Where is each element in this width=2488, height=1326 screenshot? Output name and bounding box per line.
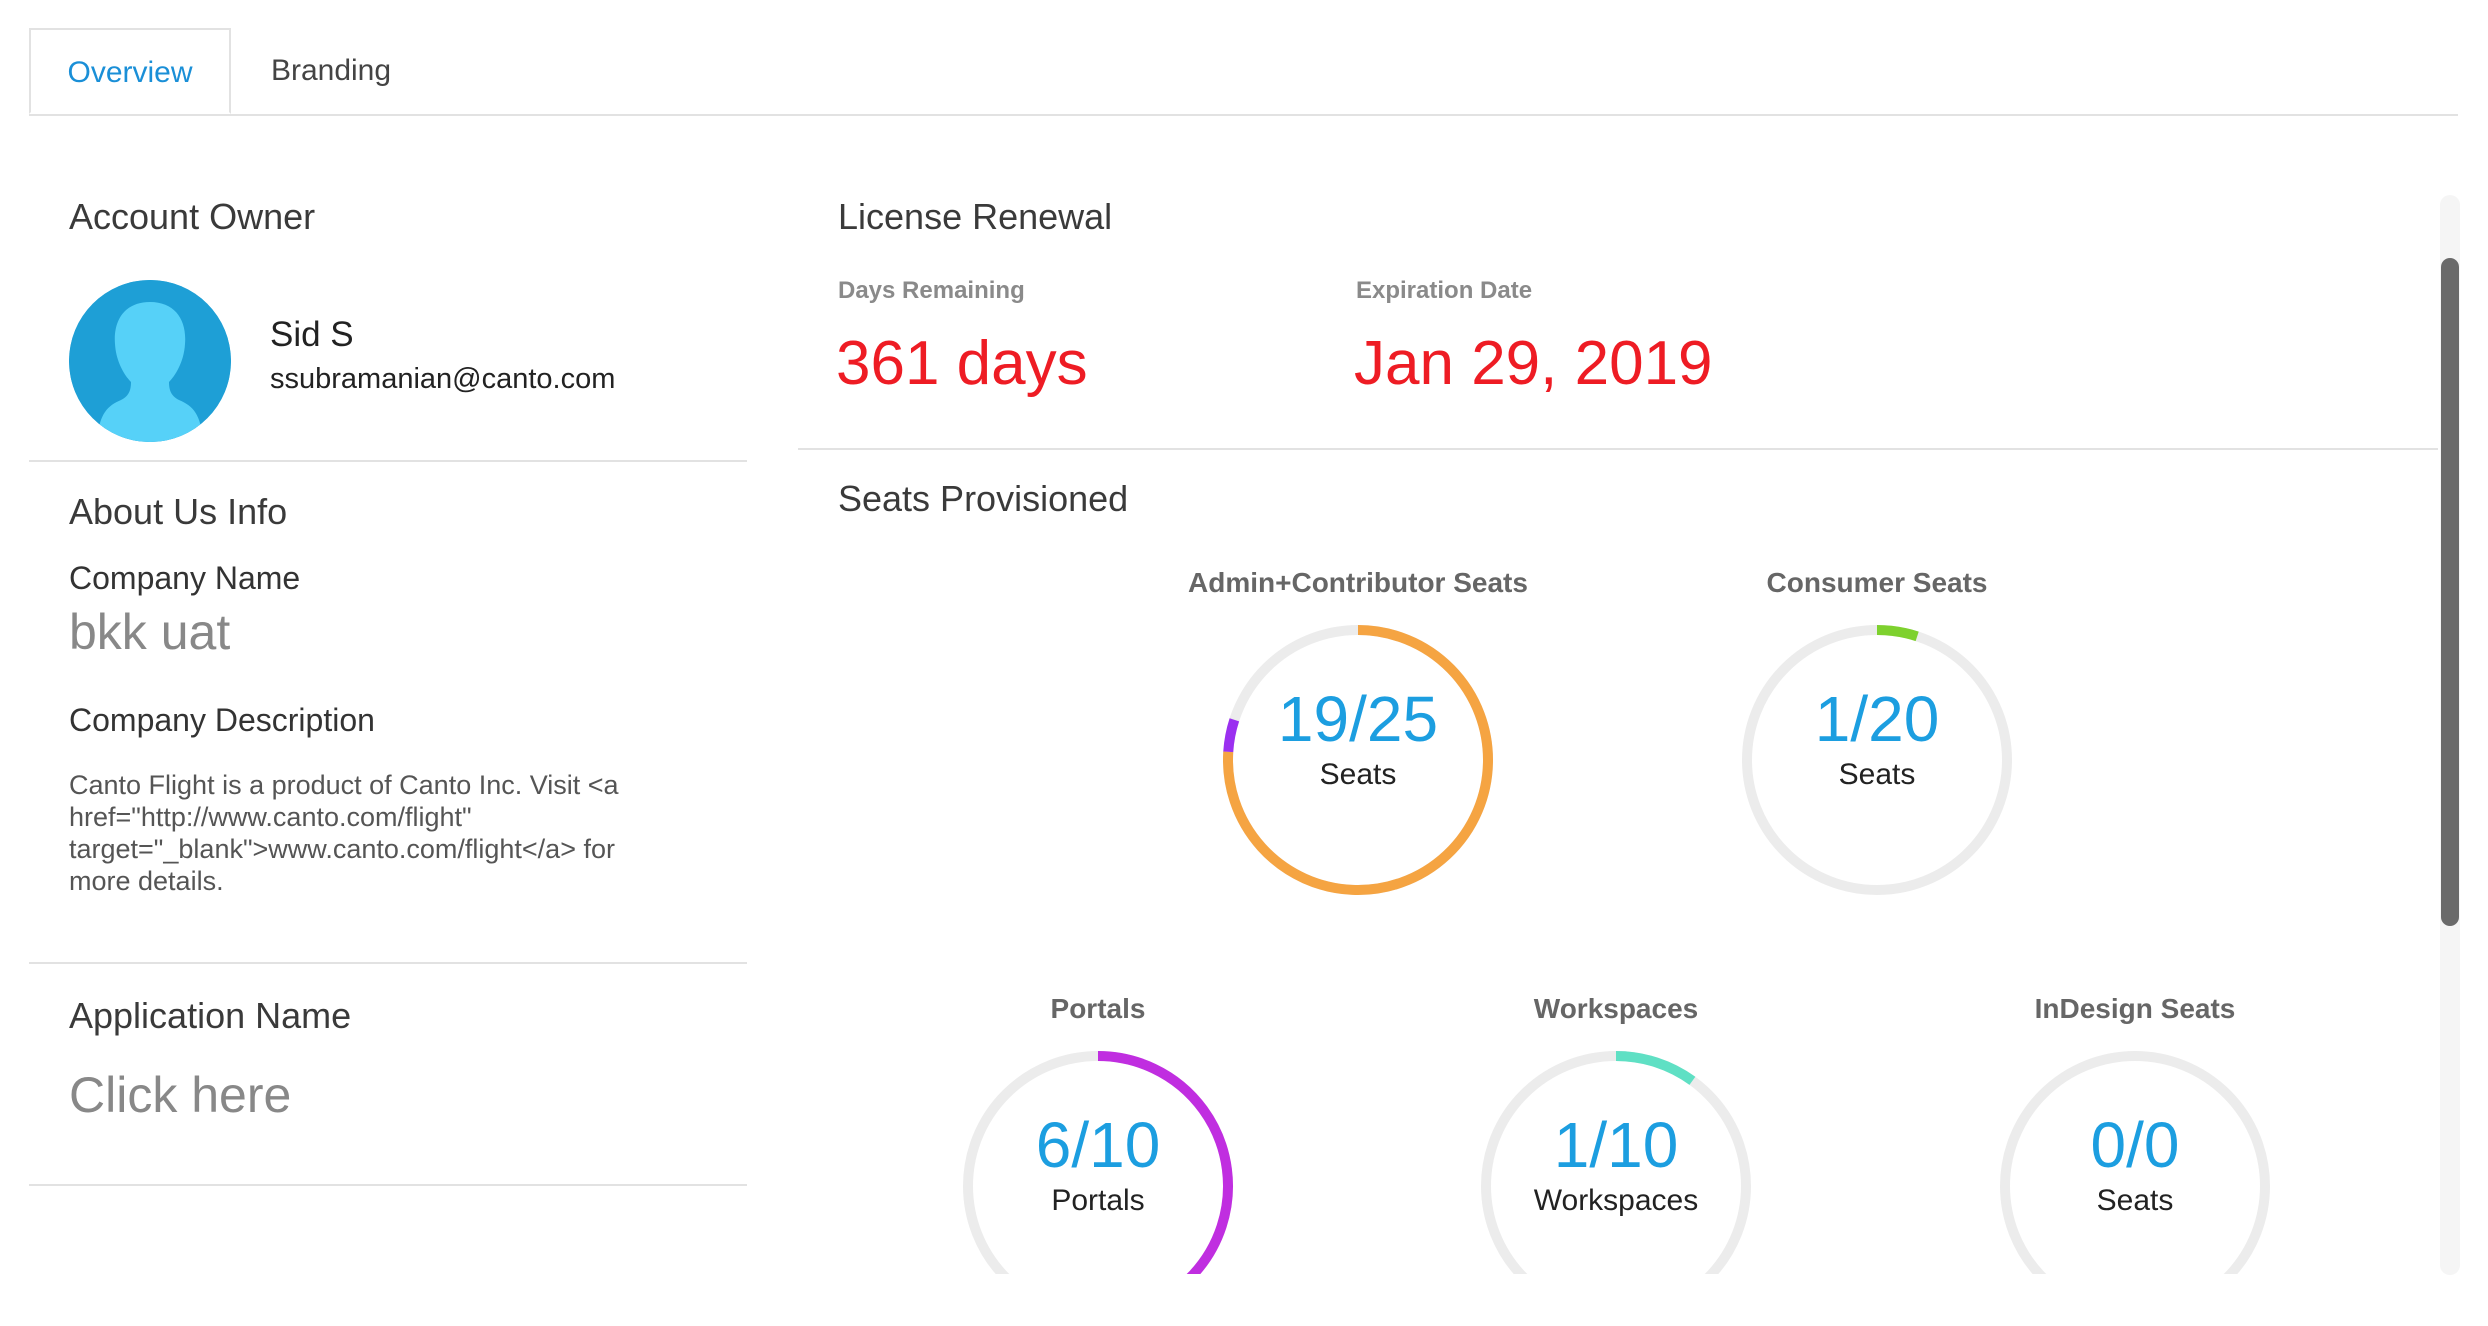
gauge-arc-secondary <box>1223 718 1240 753</box>
divider <box>29 1184 747 1186</box>
gauge-value: 1/10 <box>1553 1109 1679 1181</box>
days-remaining-label: Days Remaining <box>838 277 1025 304</box>
tab-overview[interactable]: Overview <box>29 28 231 114</box>
seats-donut <box>1223 625 1493 895</box>
user-silhouette-icon <box>69 280 231 442</box>
expiration-date-label: Expiration Date <box>1356 277 1533 304</box>
gauge-title: InDesign Seats <box>2034 993 2236 1024</box>
company-name-label: Company Name <box>69 560 301 596</box>
gauge-value: 6/10 <box>1035 1109 1161 1181</box>
gauge-arc <box>1223 625 1493 895</box>
gauge-title: Workspaces <box>1533 993 1699 1024</box>
divider <box>29 962 747 964</box>
gauge-unit: Seats <box>2096 1184 2174 1217</box>
gauge-unit: Portals <box>1051 1184 1145 1217</box>
application-name-value[interactable]: Click here <box>69 1067 292 1123</box>
gauge-unit: Seats <box>1319 758 1397 791</box>
gauge-unit: Workspaces <box>1533 1184 1699 1217</box>
license-renewal-title: License Renewal <box>838 196 1113 237</box>
seats-donut <box>1742 625 2012 895</box>
gauge-title: Admin+Contributor Seats <box>1188 567 1528 598</box>
viewport-bottom-edge <box>0 1274 2488 1324</box>
gauge-arc <box>1615 1051 1696 1085</box>
gauge-value: 0/0 <box>2090 1109 2180 1181</box>
days-remaining-value: 361 days <box>836 329 1088 398</box>
avatar <box>69 280 231 442</box>
company-name-value[interactable]: bkk uat <box>69 604 231 660</box>
tab-branding[interactable]: Branding <box>270 54 392 87</box>
divider <box>29 460 747 462</box>
account-owner-title: Account Owner <box>69 196 316 237</box>
company-description-label: Company Description <box>69 702 375 738</box>
gauge-value: 19/25 <box>1277 683 1439 755</box>
application-name-title: Application Name <box>69 995 352 1036</box>
seats-provisioned-title: Seats Provisioned <box>838 478 1129 519</box>
expiration-date-value: Jan 29, 2019 <box>1354 329 1713 398</box>
divider <box>798 448 2438 450</box>
gauge-value: 1/20 <box>1814 683 1940 755</box>
gauge-unit: Seats <box>1838 758 1916 791</box>
owner-email: ssubramanian@canto.com <box>270 363 616 395</box>
company-description-value[interactable]: Canto Flight is a product of Canto Inc. … <box>69 770 619 896</box>
gauge-title: Portals <box>1050 993 1146 1024</box>
gauge-title: Consumer Seats <box>1766 567 1988 598</box>
about-us-title: About Us Info <box>69 491 288 532</box>
gauge-arc <box>1876 625 1919 642</box>
tab-bar: Overview Branding <box>29 28 2458 116</box>
scrollbar-thumb[interactable] <box>2441 258 2459 926</box>
owner-name: Sid S <box>270 315 354 354</box>
